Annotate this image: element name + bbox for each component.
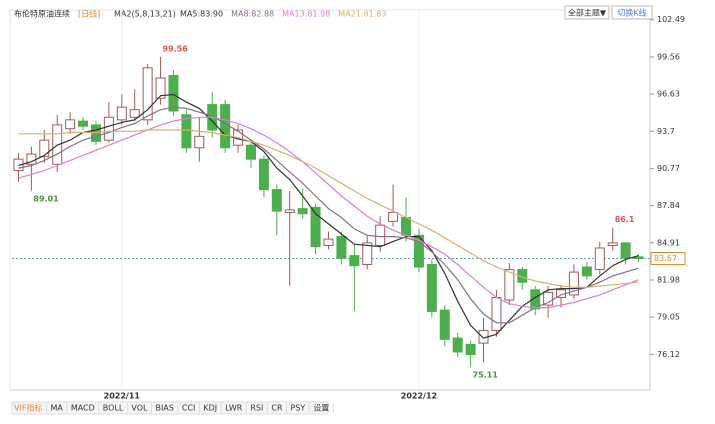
chart-title: 布伦特原油连续 [14, 9, 70, 19]
candle-body [13, 158, 24, 172]
tab[interactable]: VIF指标 [14, 403, 42, 413]
tab[interactable]: RSI [250, 404, 263, 413]
candle-body [181, 114, 192, 149]
plot-frame [9, 9, 651, 391]
candle-body [465, 343, 476, 356]
tab[interactable]: MACD [71, 404, 95, 413]
candle-body [594, 247, 605, 271]
candle-body [65, 119, 76, 130]
tab[interactable]: MA [50, 404, 63, 413]
tab[interactable]: KDJ [203, 404, 217, 413]
candle-body [349, 255, 360, 267]
candle-body [284, 209, 295, 213]
price-annotation: 75.11 [473, 371, 499, 380]
period: [日线] [78, 9, 100, 19]
tab[interactable]: PSY [291, 404, 306, 413]
candle-body [388, 211, 399, 222]
ma-line [18, 93, 639, 339]
candle-body [633, 256, 644, 260]
tab[interactable]: BIAS [155, 404, 173, 413]
candle-body [39, 139, 50, 158]
candle-body [607, 242, 618, 246]
price-annotation: 89.01 [33, 194, 59, 203]
candle-body [297, 208, 308, 215]
ma-line [18, 129, 639, 288]
candle-body [323, 238, 334, 246]
ma-line [18, 116, 639, 309]
theme-button-label[interactable]: 全部主题▼ [568, 8, 607, 18]
candle-body [568, 271, 579, 296]
last-price-tag [650, 252, 686, 266]
last-price-label: 83.67 [654, 254, 677, 263]
candle-body [336, 236, 347, 259]
candle-body [142, 67, 153, 121]
candle-body [90, 124, 101, 142]
candle-body [129, 109, 140, 118]
y-tick-label: 87.84 [657, 201, 680, 210]
candle-body [491, 296, 502, 331]
price-annotation: 86.1 [615, 215, 635, 224]
candle-body [426, 263, 437, 312]
candle-body [155, 77, 166, 99]
tab[interactable]: CR [271, 404, 283, 413]
candle-body [530, 289, 541, 310]
legend-entry: MA5:83.90 [180, 10, 223, 19]
legend-entry: MA21:81.83 [338, 10, 386, 19]
tab-bar [11, 401, 329, 415]
candle-body [504, 269, 515, 301]
y-tick-label: 84.91 [657, 238, 680, 247]
candle-body [581, 266, 592, 277]
theme-button[interactable] [564, 5, 610, 20]
candle-body [271, 189, 282, 212]
y-tick-label: 79.05 [657, 313, 680, 322]
candle-body [452, 337, 463, 353]
candle-body [245, 144, 256, 160]
candle-body [78, 120, 89, 127]
candle-body [258, 158, 269, 191]
x-tick-label: 2022/12 [401, 392, 437, 401]
candle-body [439, 309, 450, 340]
y-tick-label: 90.77 [657, 164, 680, 173]
tab[interactable]: LWR [225, 404, 243, 413]
y-tick-label: 96.63 [657, 90, 680, 99]
tab[interactable]: 设置 [313, 403, 329, 413]
candle-body [401, 217, 412, 236]
candle-body [362, 242, 373, 265]
y-tick-label: 93.7 [657, 127, 675, 136]
candle-body [413, 234, 424, 268]
legend-entry: MA8:82.88 [231, 10, 274, 19]
tab[interactable]: CCI [182, 404, 196, 413]
y-tick-label: 76.12 [657, 350, 680, 359]
y-tick-label: 81.98 [657, 275, 680, 284]
candle-body [194, 135, 205, 149]
candle-body [168, 74, 179, 112]
price-annotation: 99.56 [163, 44, 189, 53]
y-tick-label: 99.56 [657, 52, 680, 61]
candle-body [543, 291, 554, 306]
candle-body [220, 104, 231, 149]
candle-body [116, 106, 127, 121]
x-tick-label: 2022/11 [104, 392, 141, 401]
tab[interactable]: VOL [131, 404, 148, 413]
candle-body [620, 242, 631, 259]
y-tick-label: 102.49 [657, 15, 685, 24]
candle-body [103, 116, 114, 141]
candle-body [310, 206, 321, 248]
legend-entry: MA13:81.98 [282, 10, 330, 19]
indicator: MA2(5,8,13,21) [114, 10, 176, 19]
switch-button-label[interactable]: 切换K线 [617, 8, 646, 18]
switch-button[interactable] [611, 5, 653, 20]
candle-body [375, 224, 386, 246]
tab[interactable]: BOLL [103, 404, 124, 413]
